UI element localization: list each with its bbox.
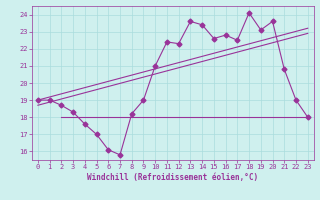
X-axis label: Windchill (Refroidissement éolien,°C): Windchill (Refroidissement éolien,°C) — [87, 173, 258, 182]
